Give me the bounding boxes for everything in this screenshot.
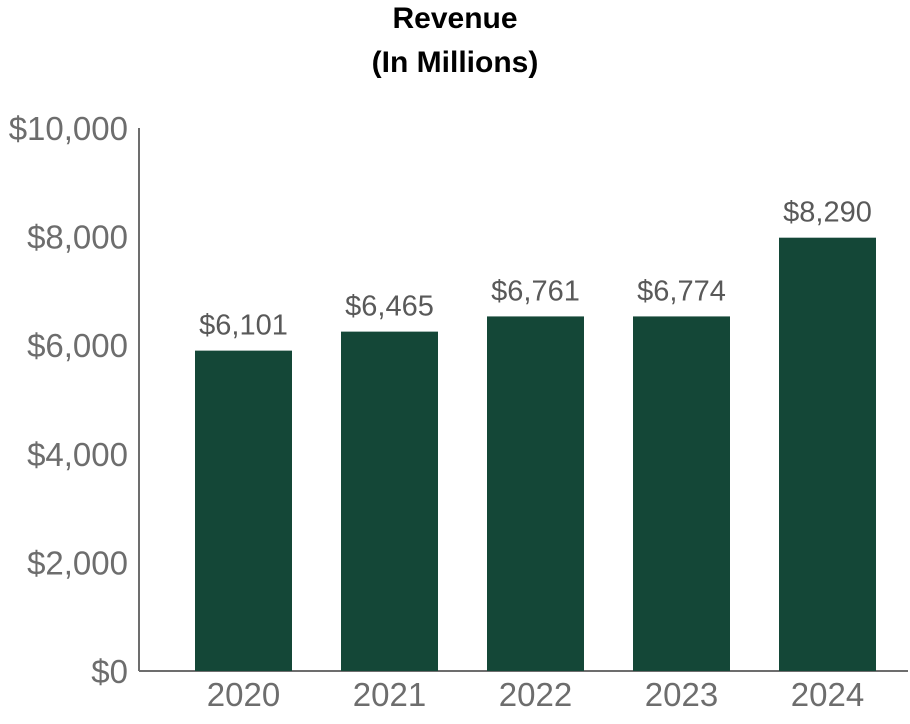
y-tick-label: $4,000 (27, 436, 128, 473)
bar-2023 (633, 316, 730, 671)
chart-subtitle: (In Millions) (372, 46, 539, 79)
bar-2024 (779, 237, 876, 671)
data-labels: $6,101 $6,465 $6,761 $6,774 $8,290 (199, 197, 872, 342)
data-label-2020: $6,101 (199, 310, 288, 342)
x-tick-label-2021: 2021 (353, 676, 426, 713)
data-label-2021: $6,465 (345, 291, 434, 323)
data-label-2023: $6,774 (637, 275, 726, 307)
y-tick-label: $10,000 (9, 110, 128, 147)
x-tick-label-2022: 2022 (499, 676, 572, 713)
chart-title: Revenue (392, 2, 517, 35)
x-tick-label-2020: 2020 (207, 676, 280, 713)
bar-2020 (195, 350, 292, 671)
bars (195, 237, 876, 671)
bar-2021 (341, 331, 438, 671)
data-label-2022: $6,761 (491, 275, 580, 307)
x-tick-label-2024: 2024 (791, 676, 864, 713)
x-tick-label-2023: 2023 (645, 676, 718, 713)
y-tick-label: $0 (91, 653, 128, 690)
x-axis-ticks: 2020 2021 2022 2023 2024 (207, 676, 864, 713)
bar-2022 (487, 316, 584, 671)
y-tick-label: $6,000 (27, 327, 128, 364)
y-axis-ticks: $0 $2,000 $4,000 $6,000 $8,000 $10,000 (9, 110, 128, 690)
data-label-2024: $8,290 (783, 197, 872, 229)
y-tick-label: $8,000 (27, 219, 128, 256)
y-tick-label: $2,000 (27, 544, 128, 581)
